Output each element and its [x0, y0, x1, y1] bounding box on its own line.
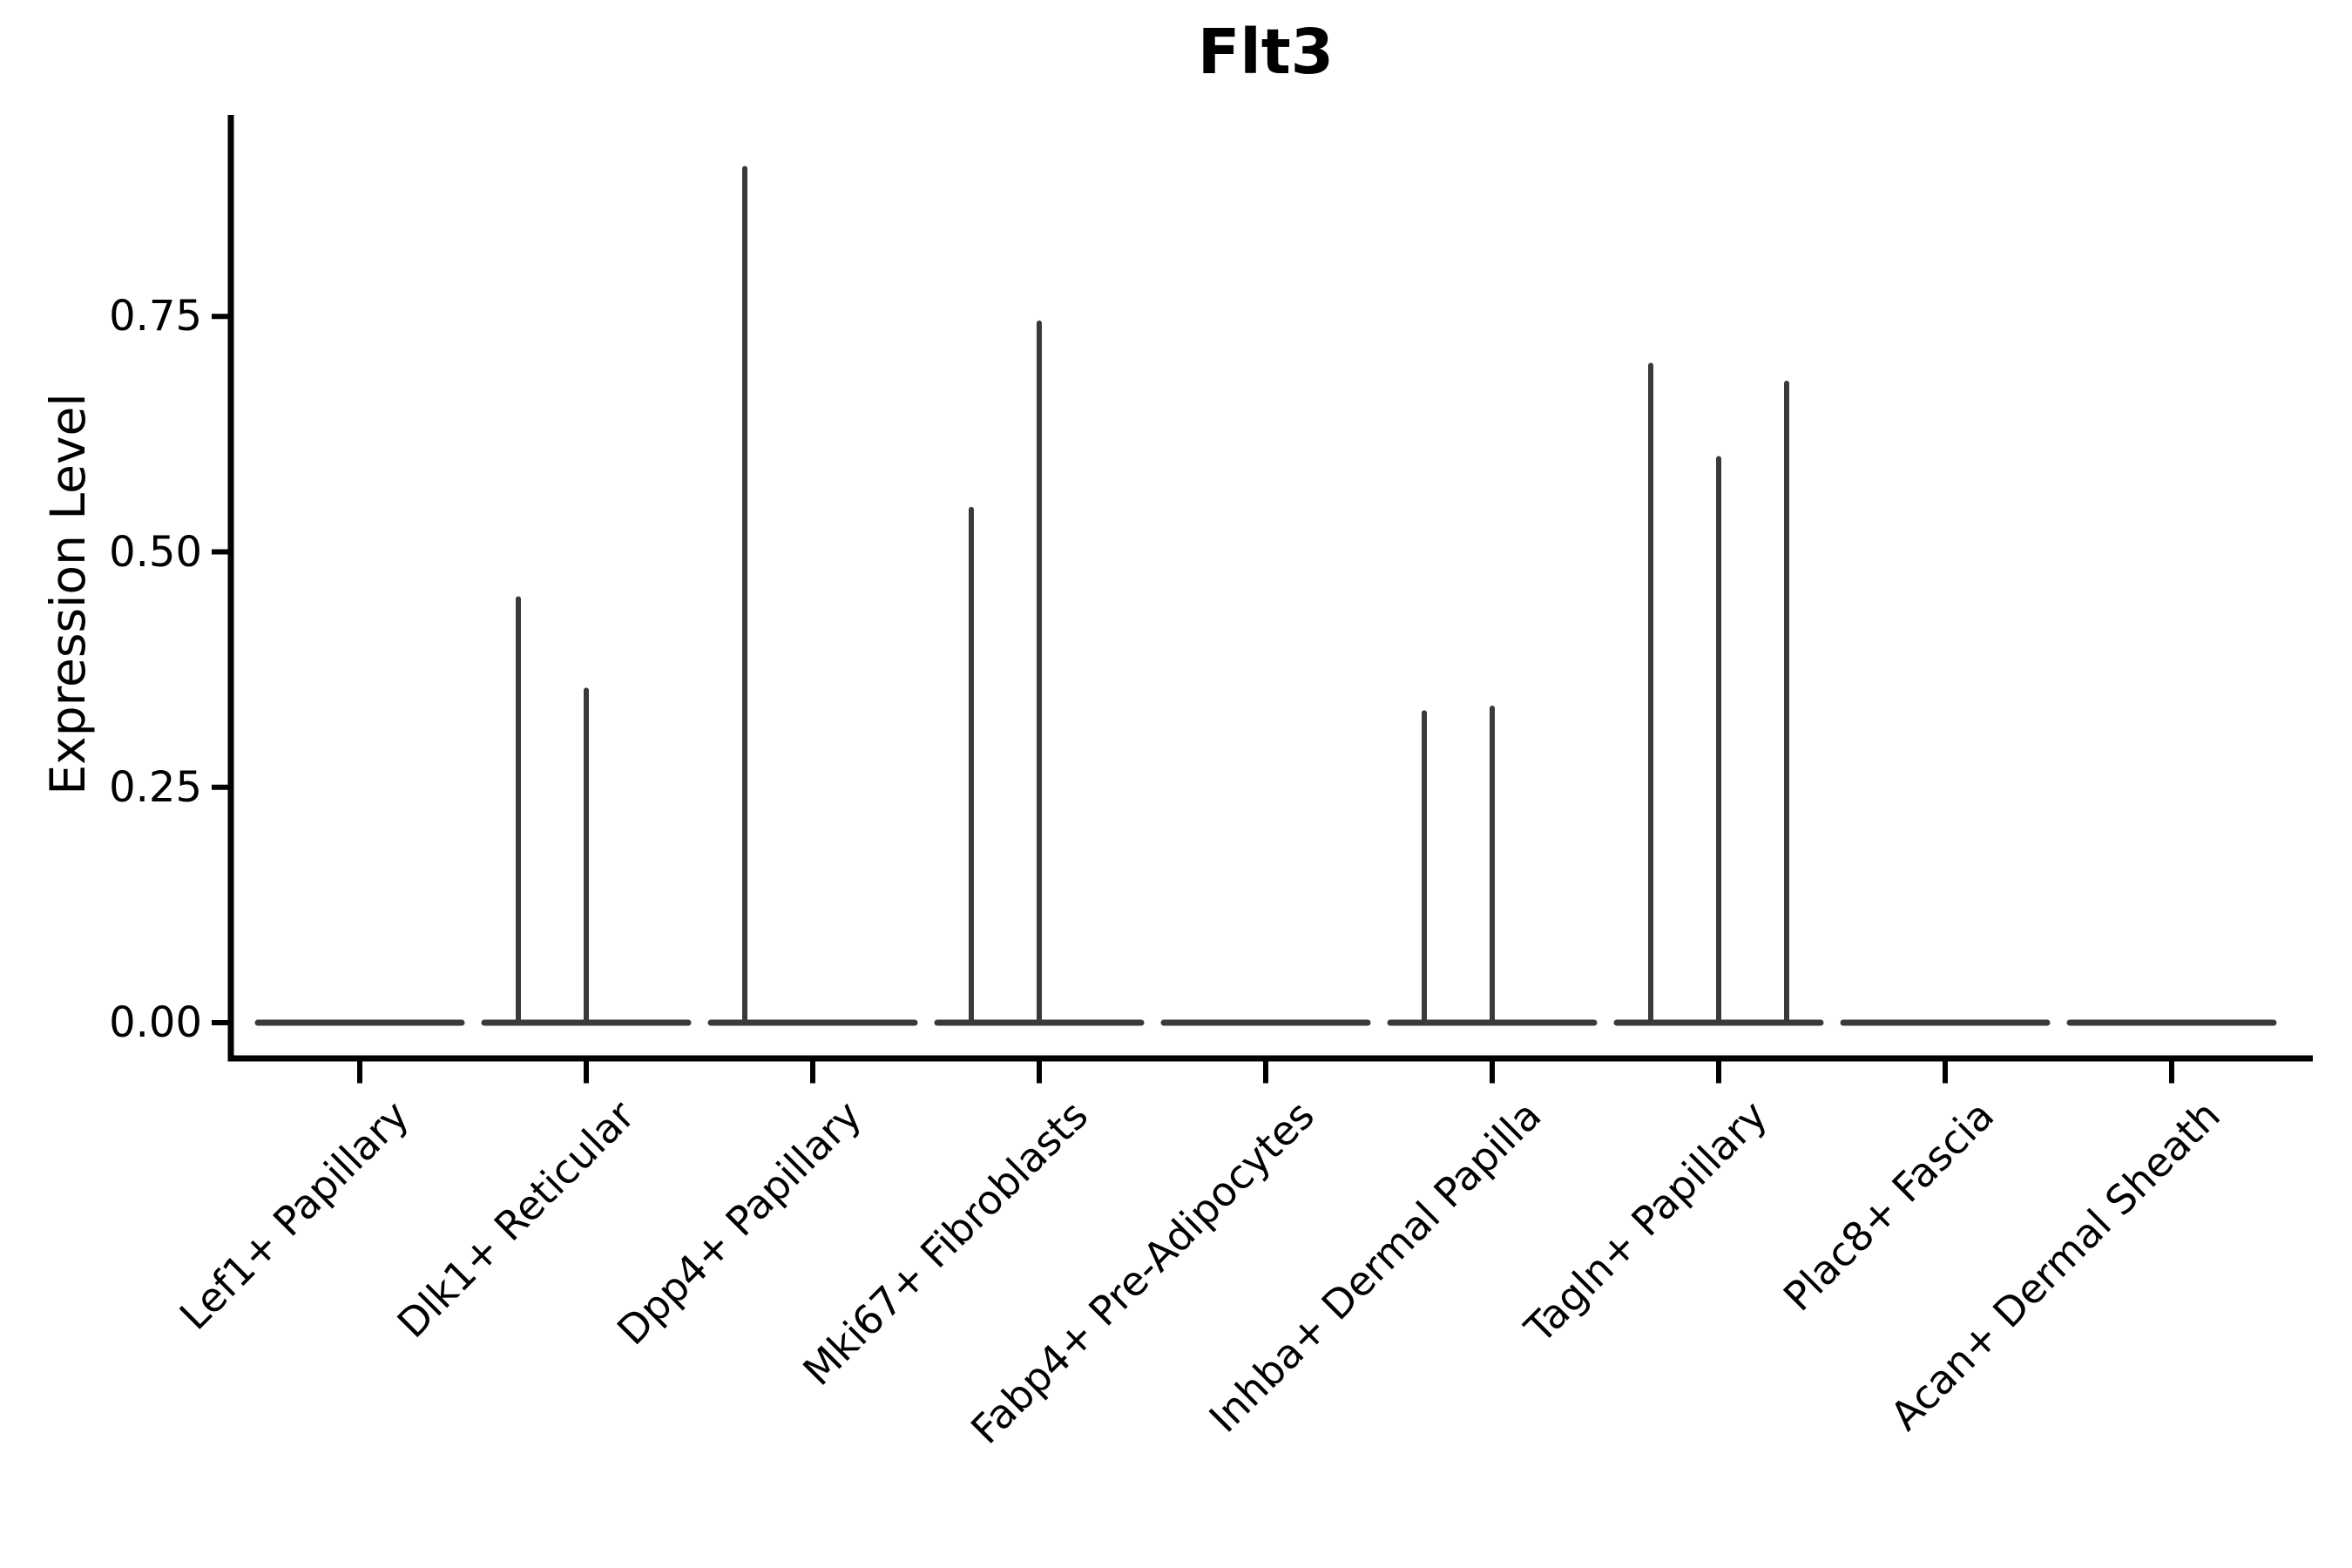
y-tick-label: 0.75 — [109, 292, 202, 341]
y-tick-label: 0.50 — [109, 527, 202, 577]
y-tick-label: 0.25 — [109, 762, 202, 812]
plot-title: Flt3 — [1197, 16, 1335, 88]
y-tick-label: 0.00 — [109, 998, 202, 1047]
